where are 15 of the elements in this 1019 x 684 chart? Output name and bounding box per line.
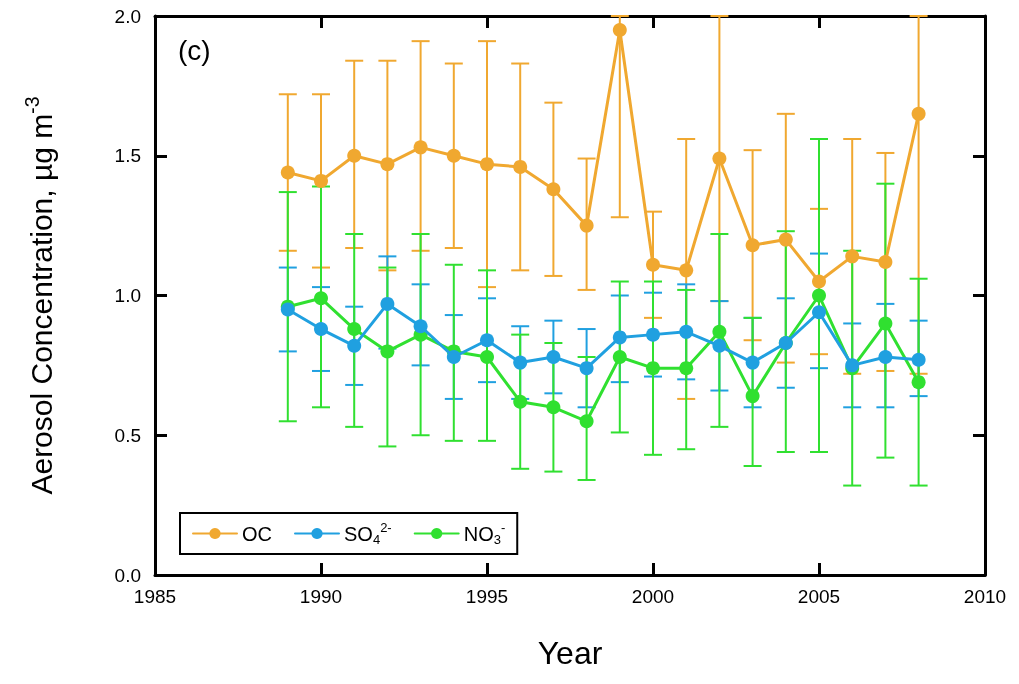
y-tick-label: 1.0: [114, 285, 141, 306]
y-axis-title: Aerosol Concentration, µg m-3: [21, 96, 58, 495]
y-tick-label: 2.0: [114, 5, 141, 27]
x-tick-label: 2005: [797, 586, 841, 607]
x-tick-label: 1985: [133, 586, 177, 607]
x-tick-label: 1995: [465, 586, 509, 607]
x-tick-label: 1990: [299, 586, 343, 607]
annotation: (c): [178, 34, 211, 66]
y-tick-label: 1.5: [114, 145, 141, 167]
x-tick-label: 2010: [963, 586, 1007, 607]
y-tick-label: 0.5: [114, 424, 141, 446]
x-tick-label: 2000: [631, 586, 675, 607]
y-tick-label: 0.0: [114, 564, 141, 586]
x-axis-title: Year: [537, 635, 603, 671]
legend-label: OC: [242, 522, 272, 545]
